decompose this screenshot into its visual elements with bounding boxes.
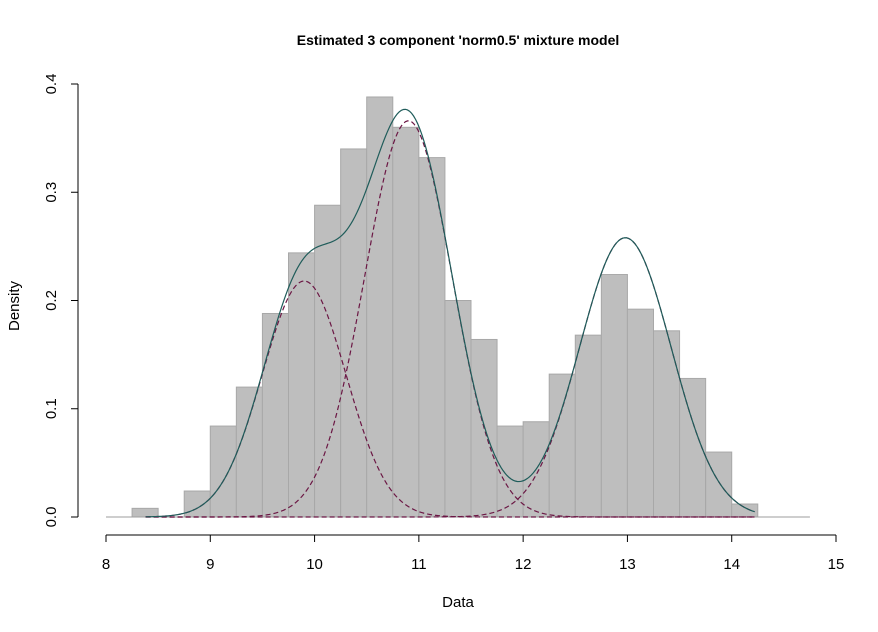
histogram-bar	[731, 503, 759, 518]
chart-title: Estimated 3 component 'norm0.5' mixture …	[297, 32, 620, 48]
y-tick-label: 0.4	[43, 74, 60, 95]
y-tick-label: 0.0	[43, 507, 60, 528]
y-tick-label: 0.3	[43, 182, 60, 203]
mixture-density-curve	[145, 108, 755, 518]
histogram-bar	[366, 96, 394, 518]
x-tick-label: 9	[206, 556, 214, 573]
histogram-bar	[288, 252, 316, 518]
histogram-bar	[340, 148, 368, 518]
x-axis: 8 9 10 11 12 13 14 15	[102, 534, 845, 573]
histogram-bar	[183, 490, 211, 518]
histogram-bar	[261, 312, 289, 518]
histogram-bar	[392, 126, 420, 518]
y-tick-label: 0.1	[43, 398, 60, 419]
histogram-bar	[574, 334, 602, 518]
x-tick-label: 14	[723, 556, 740, 573]
x-tick-label: 11	[411, 556, 427, 573]
histogram-bar	[600, 274, 628, 518]
x-tick-label: 10	[306, 556, 323, 573]
histogram-bar	[679, 377, 707, 518]
histogram-bar	[548, 373, 576, 518]
histogram-bar	[418, 157, 446, 518]
histogram-bar	[314, 204, 342, 518]
x-tick-label: 12	[515, 556, 532, 573]
x-tick-label: 15	[828, 556, 845, 573]
y-tick-label: 0.2	[43, 290, 60, 311]
histogram-bar	[444, 300, 472, 518]
x-tick-label: 8	[102, 556, 110, 573]
x-tick-label: 13	[619, 556, 636, 573]
histogram-bar	[705, 451, 733, 518]
histogram-bar	[496, 425, 524, 518]
x-axis-label: Data	[442, 594, 474, 611]
histogram-bars	[131, 96, 759, 518]
histogram-bar	[209, 425, 237, 518]
histogram-bar	[235, 386, 263, 518]
histogram-bar	[131, 507, 159, 518]
histogram-bar	[653, 330, 681, 518]
histogram-bar	[626, 308, 655, 518]
y-axis-label: Density	[6, 280, 23, 331]
y-axis: 0.0 0.1 0.2 0.3 0.4	[43, 74, 79, 528]
